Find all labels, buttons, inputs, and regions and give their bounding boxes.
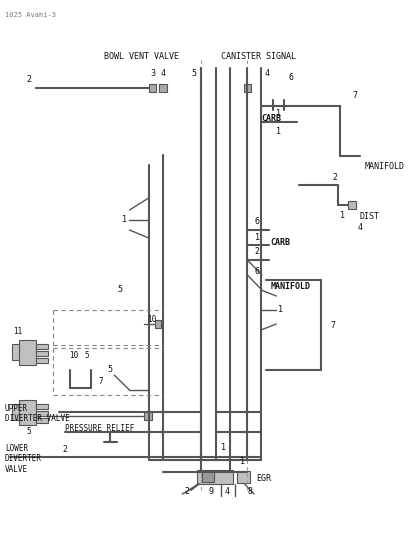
Text: 6: 6 [254, 268, 259, 277]
Text: MANIFOLD: MANIFOLD [364, 162, 404, 171]
Bar [36, 411, 48, 416]
Text: MANIFOLD: MANIFOLD [270, 282, 310, 291]
Bar [159, 84, 166, 92]
Text: 5: 5 [117, 286, 122, 295]
Text: 1: 1 [122, 215, 127, 224]
Bar [36, 358, 48, 363]
Text: 1: 1 [254, 232, 259, 241]
Bar [148, 84, 156, 92]
Text: 11: 11 [13, 327, 22, 336]
Text: 2: 2 [26, 76, 31, 85]
Bar [243, 84, 251, 92]
Text: 7: 7 [351, 92, 357, 101]
Text: CANISTER SIGNAL: CANISTER SIGNAL [221, 52, 296, 61]
Text: 2: 2 [331, 173, 337, 182]
Text: 7: 7 [330, 320, 335, 329]
Bar [19, 340, 36, 365]
Text: CARB: CARB [261, 114, 281, 123]
Text: LOWER
DIVERTER
VALVE: LOWER DIVERTER VALVE [5, 444, 42, 474]
Bar [36, 344, 48, 349]
Text: 2: 2 [184, 488, 189, 497]
Bar [36, 418, 48, 423]
Text: 3: 3 [150, 69, 155, 78]
Bar [347, 201, 355, 209]
Bar [202, 472, 213, 482]
Bar [11, 404, 19, 420]
Text: 6: 6 [254, 217, 259, 227]
Text: PRESSURE RELIEF: PRESSURE RELIEF [65, 424, 134, 433]
Bar [19, 400, 36, 425]
Text: 1: 1 [220, 442, 225, 451]
Text: 1: 1 [339, 211, 344, 220]
Text: 4: 4 [160, 69, 165, 78]
Text: 7: 7 [98, 377, 103, 386]
Bar [36, 404, 48, 409]
Text: 1: 1 [275, 109, 280, 118]
Text: 2: 2 [63, 445, 67, 454]
Text: 6: 6 [288, 74, 292, 83]
Text: 8: 8 [247, 488, 252, 497]
Text: 5: 5 [85, 351, 90, 360]
Text: 1: 1 [277, 305, 282, 314]
Bar [236, 471, 250, 483]
Text: CARB: CARB [270, 238, 290, 247]
Bar [144, 412, 151, 420]
Text: DIST: DIST [359, 212, 379, 221]
Text: 5: 5 [27, 427, 31, 437]
Text: 5: 5 [191, 69, 196, 78]
Text: BOWL VENT VALVE: BOWL VENT VALVE [104, 52, 179, 61]
Text: 10: 10 [69, 351, 78, 360]
Text: 2: 2 [254, 247, 259, 256]
Bar [36, 351, 48, 356]
Bar [155, 320, 161, 328]
Text: 4: 4 [224, 488, 229, 497]
Text: 1: 1 [240, 457, 245, 466]
Bar [11, 344, 19, 360]
Text: 4: 4 [356, 222, 361, 231]
Text: 1: 1 [275, 126, 280, 135]
Text: 4: 4 [263, 69, 268, 78]
Text: 9: 9 [208, 488, 213, 497]
Text: EGR: EGR [256, 474, 270, 483]
Text: 1025 Avahi-3: 1025 Avahi-3 [5, 12, 56, 18]
Bar [196, 470, 232, 484]
Text: 10: 10 [146, 316, 156, 325]
Text: UPPER
DIVERTER VALVE: UPPER DIVERTER VALVE [5, 404, 70, 423]
Text: 5: 5 [108, 366, 112, 375]
